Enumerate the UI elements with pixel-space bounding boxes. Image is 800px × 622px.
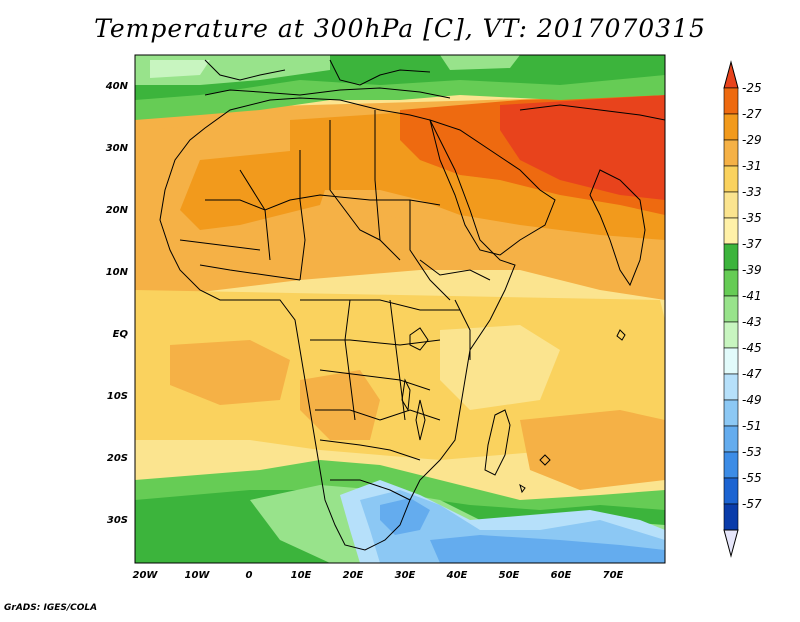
map-title: Temperature at 300hPa [C], VT: 201707031… — [94, 14, 706, 43]
lat-label: 10N — [106, 267, 129, 278]
color-bar: -25 -27 -29 -31 -33 -35 -37 -39 -41 -43 -45 -47 -49 -… — [723, 60, 762, 558]
colorbar-label: -49 — [742, 393, 762, 407]
colorbar-swatch — [723, 269, 739, 297]
lon-label: 20W — [133, 570, 159, 581]
lon-label: 10W — [185, 570, 211, 581]
colorbar-label: -25 — [742, 81, 762, 95]
colorbar-label: -45 — [742, 341, 762, 355]
colorbar-swatch — [723, 165, 739, 193]
colorbar-swatch — [723, 139, 739, 167]
lon-label: 20E — [343, 570, 364, 581]
colorbar-swatch — [723, 399, 739, 427]
colorbar-label: -37 — [742, 237, 762, 251]
lat-label: 30S — [107, 515, 128, 526]
colorbar-label: -39 — [742, 263, 762, 277]
colorbar-swatch — [723, 373, 739, 401]
lon-label: 40E — [446, 570, 468, 581]
colorbar-label: -51 — [742, 419, 762, 433]
colorbar-swatch — [723, 425, 739, 453]
latitude-labels: 40N 30N 20N 10N EQ 10S 20S 30S — [105, 81, 129, 526]
colorbar-swatch — [723, 191, 739, 219]
colorbar-label: -41 — [742, 289, 762, 303]
colorbar-label: -27 — [742, 107, 762, 121]
colorbar-swatch — [723, 321, 739, 349]
lat-label: 30N — [106, 143, 129, 154]
colorbar-label: -57 — [742, 497, 762, 511]
colorbar-label: -31 — [742, 159, 762, 173]
map-frame — [134, 54, 666, 564]
lat-label: 10S — [107, 391, 128, 402]
lon-label: 70E — [603, 570, 624, 581]
colorbar-bottom-arrow — [723, 529, 739, 558]
colorbar-swatch — [723, 113, 739, 141]
coastlines — [159, 59, 665, 551]
colorbar-swatch — [723, 477, 739, 505]
colorbar-swatch — [723, 295, 739, 323]
colorbar-label: -55 — [742, 471, 762, 485]
colorbar-swatch — [723, 217, 739, 245]
lat-label: 20N — [106, 205, 129, 216]
colorbar-swatch — [723, 451, 739, 479]
colorbar-label: -47 — [742, 367, 762, 381]
colorbar-top-arrow — [723, 60, 739, 89]
lat-label: 40N — [105, 81, 129, 92]
colorbar-swatch — [723, 87, 739, 115]
temperature-field — [135, 55, 665, 563]
lon-label: 60E — [551, 570, 572, 581]
colorbar-swatch — [723, 243, 739, 271]
longitude-labels: 20W 10W 0 10E 20E 30E 40E 50E 60E 70E — [133, 570, 624, 581]
lat-label: EQ — [113, 329, 129, 340]
colorbar-swatch — [723, 347, 739, 375]
colorbar-label: -43 — [742, 315, 762, 329]
lon-label: 50E — [499, 570, 520, 581]
lon-label: 30E — [395, 570, 416, 581]
lon-label: 0 — [246, 570, 253, 581]
colorbar-label: -53 — [742, 445, 762, 459]
lat-label: 20S — [107, 453, 128, 464]
lon-label: 10E — [291, 570, 312, 581]
colorbar-label: -35 — [742, 211, 762, 225]
credit-text: GrADS: IGES/COLA — [4, 603, 98, 613]
colorbar-label: -29 — [742, 133, 762, 147]
colorbar-label: -33 — [742, 185, 762, 199]
colorbar-swatch — [723, 503, 739, 531]
